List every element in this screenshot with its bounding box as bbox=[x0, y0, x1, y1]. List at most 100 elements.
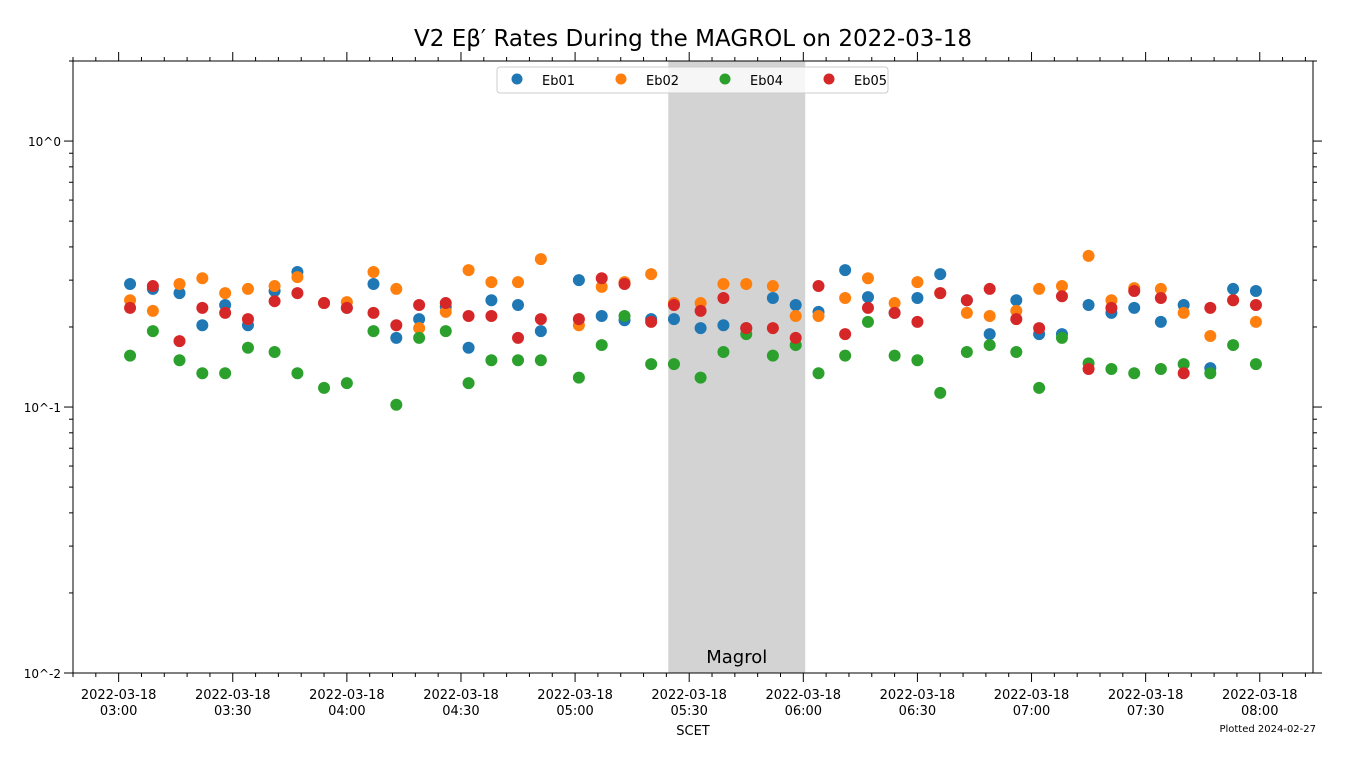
data-point-eb05 bbox=[717, 292, 730, 305]
data-point-eb05 bbox=[861, 301, 874, 314]
data-point-eb02 bbox=[1082, 249, 1095, 262]
data-point-eb05 bbox=[340, 301, 353, 314]
data-point-eb02 bbox=[645, 268, 658, 281]
legend-item-eb02: Eb02 bbox=[615, 73, 679, 89]
data-point-eb02 bbox=[861, 272, 874, 285]
data-point-eb05 bbox=[390, 319, 403, 332]
series-eb02 bbox=[124, 249, 1262, 342]
data-point-eb05 bbox=[1082, 362, 1095, 375]
data-point-eb04 bbox=[485, 354, 498, 367]
data-point-eb05 bbox=[534, 313, 547, 326]
legend-marker bbox=[823, 73, 835, 85]
data-point-eb04 bbox=[717, 346, 730, 359]
data-point-eb02 bbox=[146, 304, 159, 317]
data-point-eb02 bbox=[462, 264, 475, 277]
x-tick-label-date: 2022-03-18 bbox=[1108, 688, 1184, 703]
data-point-eb05 bbox=[241, 313, 254, 326]
data-point-eb04 bbox=[173, 354, 186, 367]
data-point-eb01 bbox=[485, 294, 498, 307]
data-point-eb02 bbox=[1055, 280, 1068, 293]
data-point-eb02 bbox=[888, 297, 901, 310]
data-point-eb04 bbox=[219, 367, 232, 380]
data-point-eb04 bbox=[268, 346, 281, 359]
data-point-eb05 bbox=[268, 295, 281, 308]
data-point-eb02 bbox=[173, 278, 186, 291]
data-point-eb04 bbox=[367, 325, 380, 338]
data-point-eb02 bbox=[1154, 282, 1167, 295]
x-tick-label-time: 05:30 bbox=[670, 704, 707, 719]
legend-marker bbox=[615, 73, 627, 85]
chart-title: V2 Eβ′ Rates During the MAGROL on 2022-0… bbox=[414, 26, 972, 52]
data-point-eb02 bbox=[766, 280, 779, 293]
data-point-eb04 bbox=[462, 377, 475, 390]
data-point-eb05 bbox=[1227, 294, 1240, 307]
data-point-eb04 bbox=[911, 354, 924, 367]
data-point-eb02 bbox=[268, 280, 281, 293]
data-point-eb02 bbox=[960, 306, 973, 319]
data-point-eb04 bbox=[1010, 346, 1023, 359]
data-point-eb04 bbox=[291, 367, 304, 380]
data-point-eb04 bbox=[812, 367, 825, 380]
data-point-eb01 bbox=[572, 274, 585, 287]
legend-marker bbox=[511, 73, 523, 85]
data-point-eb02 bbox=[196, 272, 209, 285]
data-point-eb01 bbox=[934, 268, 947, 281]
data-point-eb04 bbox=[146, 325, 159, 338]
data-point-eb02 bbox=[740, 278, 753, 291]
legend-label: Eb05 bbox=[854, 74, 887, 89]
data-point-eb01 bbox=[694, 322, 707, 335]
data-point-eb04 bbox=[618, 309, 631, 322]
data-point-eb05 bbox=[1033, 322, 1046, 335]
legend-label: Eb01 bbox=[542, 74, 575, 89]
data-point-eb01 bbox=[766, 292, 779, 305]
data-point-eb04 bbox=[439, 325, 452, 338]
data-point-eb05 bbox=[291, 287, 304, 300]
data-point-eb01 bbox=[911, 292, 924, 305]
x-tick-label-date: 2022-03-18 bbox=[1222, 688, 1298, 703]
data-point-eb05 bbox=[694, 304, 707, 317]
y-tick-label: 10^-2 bbox=[24, 667, 61, 681]
data-point-eb01 bbox=[173, 287, 186, 300]
data-point-eb05 bbox=[413, 298, 426, 311]
data-point-eb04 bbox=[888, 349, 901, 362]
data-point-eb04 bbox=[340, 377, 353, 390]
data-point-eb05 bbox=[485, 309, 498, 322]
data-point-eb04 bbox=[694, 371, 707, 384]
data-point-eb05 bbox=[1010, 313, 1023, 326]
x-tick-label-time: 06:30 bbox=[899, 704, 936, 719]
series-eb04 bbox=[124, 309, 1262, 411]
data-point-eb02 bbox=[717, 278, 730, 291]
data-point-eb05 bbox=[1154, 292, 1167, 305]
x-tick-label-time: 03:00 bbox=[100, 704, 137, 719]
data-point-eb02 bbox=[983, 309, 996, 322]
data-point-eb04 bbox=[390, 398, 403, 411]
data-point-eb05 bbox=[318, 297, 331, 310]
data-point-eb05 bbox=[124, 301, 137, 314]
y-tick-label: 10^-1 bbox=[24, 401, 61, 415]
data-point-eb05 bbox=[1249, 298, 1262, 311]
legend-item-eb05: Eb05 bbox=[823, 73, 887, 89]
data-point-eb04 bbox=[1154, 362, 1167, 375]
data-point-eb01 bbox=[1082, 298, 1095, 311]
y-tick-label: 10^0 bbox=[28, 135, 61, 149]
data-point-eb05 bbox=[983, 282, 996, 295]
data-point-eb04 bbox=[1204, 367, 1217, 380]
plot-frame bbox=[72, 60, 1314, 674]
data-point-eb04 bbox=[645, 358, 658, 371]
x-tick-label-time: 04:30 bbox=[442, 704, 479, 719]
data-point-eb05 bbox=[196, 301, 209, 314]
data-point-eb02 bbox=[1177, 306, 1190, 319]
data-point-eb05 bbox=[789, 331, 802, 344]
x-tick-label-time: 05:00 bbox=[556, 704, 593, 719]
x-tick-label-date: 2022-03-18 bbox=[766, 688, 842, 703]
series-eb05 bbox=[124, 272, 1262, 380]
data-point-eb04 bbox=[983, 339, 996, 352]
data-point-eb01 bbox=[1128, 301, 1141, 314]
data-point-eb05 bbox=[740, 322, 753, 335]
data-point-eb02 bbox=[1033, 282, 1046, 295]
x-tick-label-time: 08:00 bbox=[1241, 704, 1278, 719]
data-point-eb02 bbox=[413, 322, 426, 335]
data-point-eb04 bbox=[595, 339, 608, 352]
data-point-eb02 bbox=[812, 309, 825, 322]
